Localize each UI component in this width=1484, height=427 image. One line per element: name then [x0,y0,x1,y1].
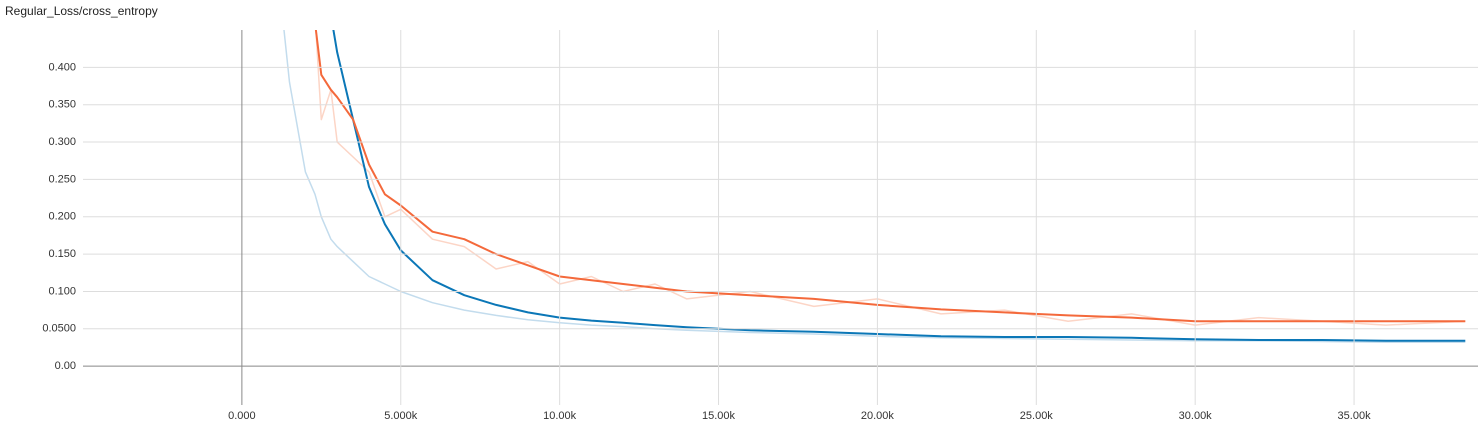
y-tick-label: 0.350 [48,99,76,111]
x-tick-label: 20.00k [861,410,895,422]
x-tick-label: 35.00k [1338,410,1372,422]
series-line [283,30,1466,344]
x-tick-label: 25.00k [1020,410,1054,422]
series-line [332,30,1466,342]
x-tick-label: 15.00k [702,410,736,422]
x-tick-label: 0.000 [228,410,256,422]
y-tick-label: 0.200 [48,211,76,223]
series-line [315,30,1466,326]
chart-title: Regular_Loss/cross_entropy [5,4,158,18]
series-line [314,30,1466,323]
y-tick-label: 0.400 [48,61,76,73]
x-tick-label: 10.00k [543,410,577,422]
y-tick-label: 0.100 [48,285,76,297]
y-tick-label: 0.150 [48,248,76,260]
y-tick-label: 0.250 [48,173,76,185]
y-tick-label: 0.0500 [42,323,76,335]
y-tick-label: 0.300 [48,136,76,148]
x-tick-label: 5.000k [384,410,418,422]
x-tick-label: 30.00k [1179,410,1213,422]
plot-area [283,30,1466,344]
y-tick-label: 0.00 [55,360,76,372]
